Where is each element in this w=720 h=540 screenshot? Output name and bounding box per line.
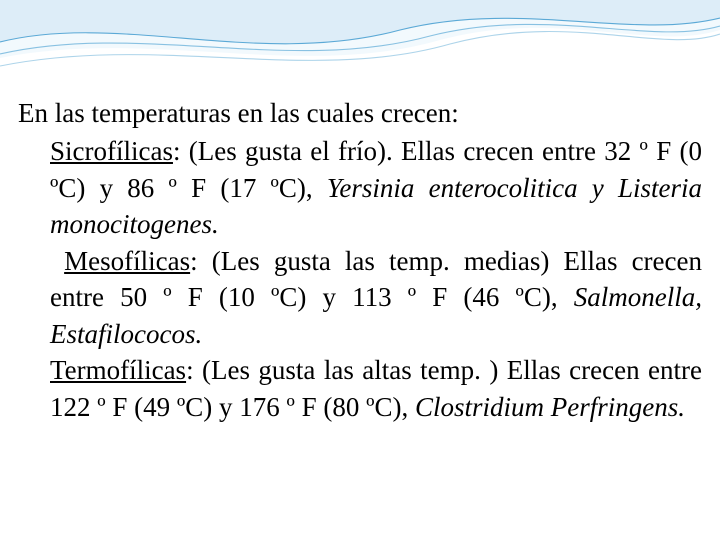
item-examples: Clostridium Perfringens. — [415, 392, 685, 422]
list-item: Sicrofílicas: (Les gusta el frío). Ellas… — [18, 133, 702, 242]
term-label: Mesofílicas — [64, 246, 190, 276]
slide-body: En las temperaturas en las cuales crecen… — [18, 95, 702, 425]
decorative-waves — [0, 0, 720, 90]
term-label: Termofílicas — [50, 355, 186, 385]
list-item: Mesofílicas: (Les gusta las temp. medias… — [18, 243, 702, 352]
wave-fill-2 — [0, 0, 720, 58]
wave-line-2 — [0, 24, 720, 54]
wave-line-1 — [0, 18, 720, 44]
wave-fill-1 — [0, 0, 720, 44]
list-item: Termofílicas: (Les gusta las altas temp.… — [18, 352, 702, 425]
intro-line: En las temperaturas en las cuales crecen… — [18, 95, 702, 131]
term-label: Sicrofílicas — [50, 136, 173, 166]
wave-line-3 — [0, 32, 720, 66]
